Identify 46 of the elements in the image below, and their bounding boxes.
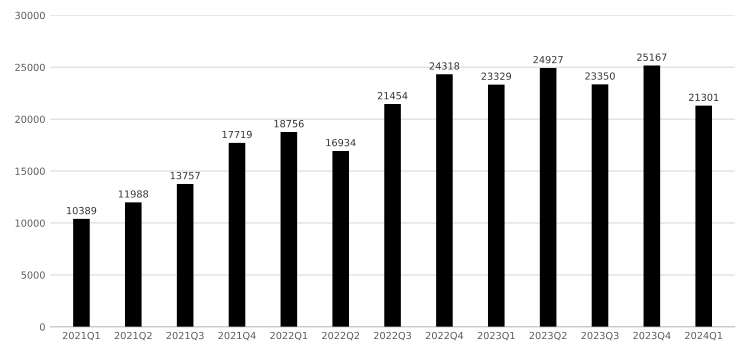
bar	[592, 84, 608, 327]
bar	[540, 68, 556, 327]
x-tick-label: 2023Q1	[478, 332, 515, 340]
x-tick-label: 2022Q1	[270, 332, 308, 340]
bar	[384, 104, 401, 327]
data-label: 16934	[326, 138, 356, 146]
x-tick-label: 2023Q2	[530, 332, 566, 340]
data-label: 21454	[378, 92, 408, 100]
bar	[488, 84, 505, 327]
y-tick-label: 30000	[15, 12, 45, 20]
y-tick-label: 0	[40, 323, 45, 331]
y-tick-label: 20000	[15, 116, 45, 123]
x-tick-label: 2021Q1	[62, 332, 100, 340]
data-label: 24318	[430, 62, 460, 70]
bar	[644, 65, 660, 327]
x-tick-label: 2021Q3	[166, 332, 204, 340]
y-tick-label: 15000	[16, 168, 45, 175]
x-tick-label: 2021Q4	[218, 332, 256, 340]
x-tick-label: 2022Q2	[322, 332, 360, 340]
data-label: 13757	[170, 172, 200, 180]
bar	[695, 106, 712, 327]
bar	[228, 142, 246, 327]
bar	[436, 74, 453, 327]
data-label: 18756	[274, 120, 304, 128]
bar	[332, 150, 350, 327]
y-tick-label: 5000	[21, 271, 45, 279]
bar	[280, 132, 298, 327]
x-tick-label: 2024Q1	[685, 332, 722, 340]
bar	[176, 184, 194, 327]
x-tick-label: 2021Q2	[114, 332, 152, 340]
bar	[73, 218, 90, 327]
x-tick-label: 2022Q3	[374, 332, 412, 340]
data-label: 17719	[222, 130, 252, 138]
x-tick-label: 2022Q4	[426, 332, 464, 340]
data-label: 10389	[67, 206, 96, 214]
data-label: 11988	[118, 190, 148, 198]
x-tick-label: 2023Q3	[581, 332, 619, 340]
data-label: 23329	[482, 72, 512, 80]
y-tick-label: 25000	[15, 64, 45, 72]
data-label: 25167	[637, 53, 666, 61]
data-label: 21301	[688, 94, 718, 101]
y-tick-label: 10000	[16, 219, 45, 227]
x-tick-label: 2023Q4	[633, 332, 671, 340]
data-label: 24927	[533, 56, 563, 64]
data-label: 23350	[585, 72, 615, 80]
bar	[124, 202, 142, 327]
